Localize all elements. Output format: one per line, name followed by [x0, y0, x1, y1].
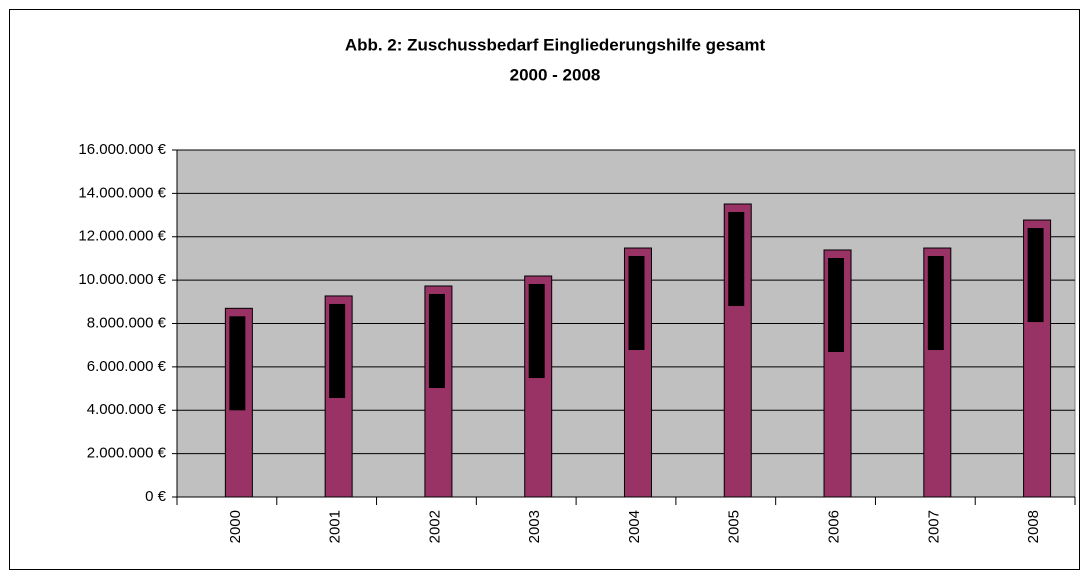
bar-shade [229, 316, 246, 411]
x-tick-label: 2004 [626, 510, 643, 543]
x-tick-label: 2002 [426, 510, 443, 543]
x-tick-label: 2000 [227, 510, 244, 543]
bar-shade [728, 212, 745, 307]
chart-title: Abb. 2: Zuschussbedarf Eingliederungshil… [345, 35, 766, 54]
x-tick-label: 2003 [526, 510, 543, 543]
y-tick-label: 12.000.000 € [78, 228, 166, 245]
bar-shade [528, 284, 545, 379]
x-tick-label: 2008 [1025, 510, 1042, 543]
bar-shade [927, 256, 944, 351]
x-tick-label: 2006 [825, 510, 842, 543]
y-tick-label: 4.000.000 € [87, 401, 167, 418]
x-tick-label: 2007 [925, 510, 942, 543]
bar-shade [1027, 228, 1044, 323]
bar-shade [329, 303, 346, 398]
x-tick-label: 2005 [726, 510, 743, 543]
bar-shade [828, 257, 845, 352]
y-tick-label: 16.000.000 € [78, 141, 166, 158]
chart-subtitle: 2000 - 2008 [510, 65, 601, 84]
x-tick-label: 2001 [327, 510, 344, 543]
y-tick-label: 10.000.000 € [78, 271, 166, 288]
y-tick-label: 0 € [145, 488, 167, 505]
y-tick-label: 6.000.000 € [87, 358, 167, 375]
bar-shade [428, 293, 445, 388]
y-tick-label: 8.000.000 € [87, 314, 167, 331]
bar-shade [628, 256, 645, 351]
y-tick-label: 2.000.000 € [87, 445, 167, 462]
y-tick-label: 14.000.000 € [78, 184, 166, 201]
